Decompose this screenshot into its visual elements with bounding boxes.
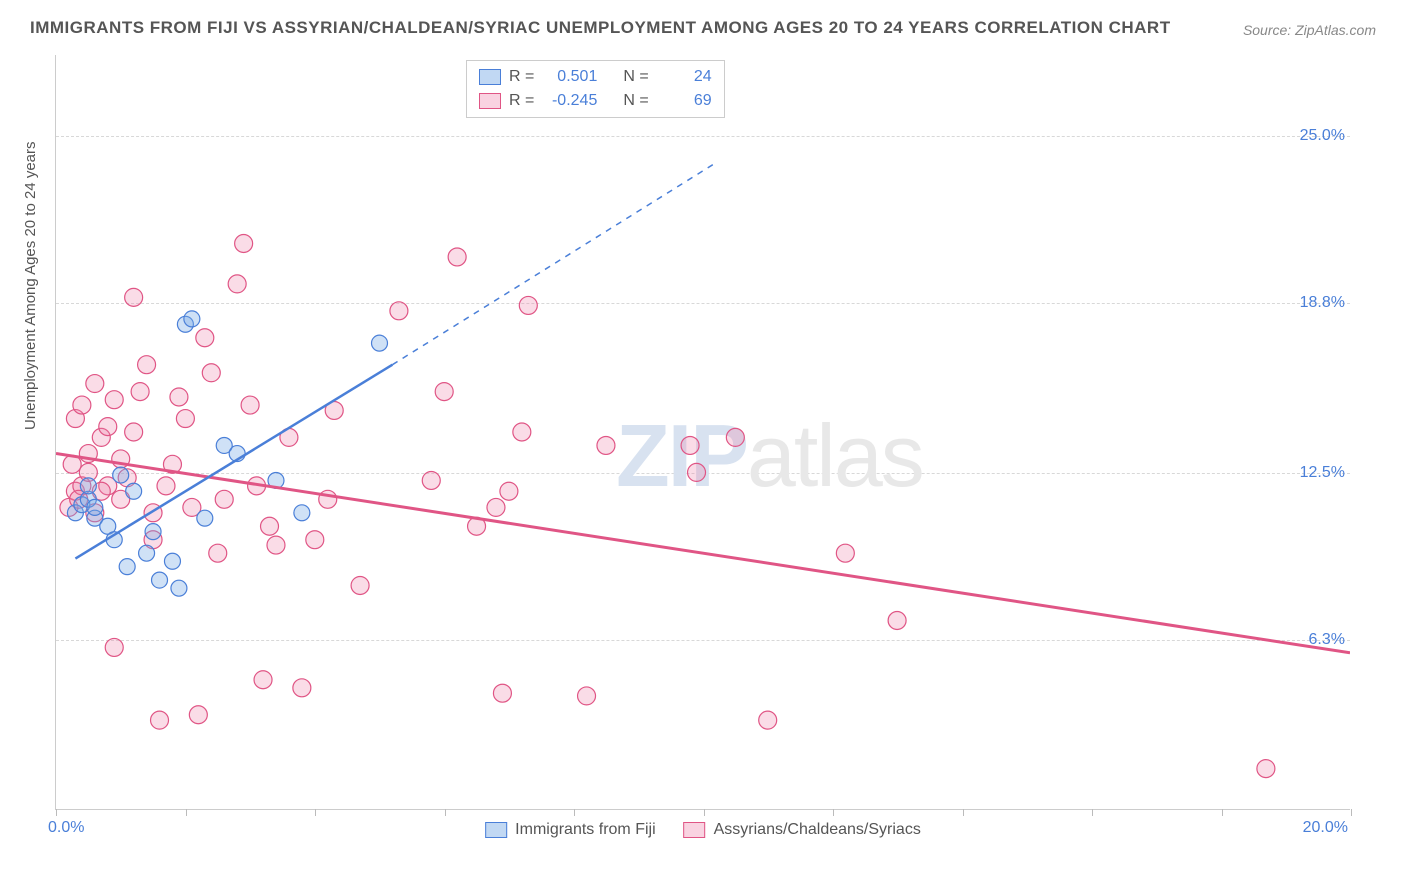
swatch-pink-icon [479,93,501,109]
swatch-blue-icon [479,69,501,85]
r-value-blue: 0.501 [542,65,597,89]
x-tick [1222,809,1223,816]
data-point [241,396,259,414]
stats-row-blue: R = 0.501 N = 24 [479,65,712,89]
legend-label-blue: Immigrants from Fiji [515,821,655,839]
n-value-blue: 24 [657,65,712,89]
chart-title: IMMIGRANTS FROM FIJI VS ASSYRIAN/CHALDEA… [30,18,1171,38]
data-point [87,499,103,515]
data-point [99,418,117,436]
data-point [422,471,440,489]
trend-line-blue-dash [392,163,716,365]
data-point [293,679,311,697]
data-point [726,428,744,446]
data-point [73,396,91,414]
x-tick [1092,809,1093,816]
data-point [493,684,511,702]
data-point [235,235,253,253]
x-tick [445,809,446,816]
stats-row-pink: R = -0.245 N = 69 [479,89,712,113]
x-tick [574,809,575,816]
swatch-blue-icon [485,822,507,838]
data-point [261,517,279,535]
n-label: N = [623,65,648,89]
data-point [1257,760,1275,778]
data-point [125,288,143,306]
data-point [126,483,142,499]
swatch-pink-icon [684,822,706,838]
data-point [267,536,285,554]
legend-label-pink: Assyrians/Chaldeans/Syriacs [714,821,921,839]
data-point [688,463,706,481]
data-point [372,335,388,351]
data-point [836,544,854,562]
data-point [578,687,596,705]
x-tick [56,809,57,816]
x-tick [833,809,834,816]
x-tick [315,809,316,816]
n-label: N = [623,89,648,113]
data-point [131,383,149,401]
legend-item-pink: Assyrians/Chaldeans/Syriacs [684,821,921,839]
data-point [139,545,155,561]
data-point [513,423,531,441]
series-legend: Immigrants from Fiji Assyrians/Chaldeans… [485,821,921,839]
data-point [171,580,187,596]
data-point [202,364,220,382]
data-point [209,544,227,562]
x-tick [704,809,705,816]
x-tick [1351,809,1352,816]
data-point [170,388,188,406]
data-point [176,410,194,428]
r-value-pink: -0.245 [542,89,597,113]
data-point [390,302,408,320]
data-point [125,423,143,441]
source-label: Source: ZipAtlas.com [1243,22,1376,38]
stats-legend: R = 0.501 N = 24 R = -0.245 N = 69 [466,60,725,118]
data-point [80,478,96,494]
data-point [189,706,207,724]
data-point [228,275,246,293]
data-point [152,572,168,588]
data-point [254,671,272,689]
data-point [119,559,135,575]
x-axis-max-label: 20.0% [1303,819,1348,837]
data-point [448,248,466,266]
data-point [759,711,777,729]
data-point [86,375,104,393]
data-point [294,505,310,521]
data-point [681,436,699,454]
data-point [519,296,537,314]
data-point [487,498,505,516]
data-point [500,482,518,500]
trend-line-pink [56,454,1350,653]
data-point [164,553,180,569]
chart-area: ZIPatlas R = 0.501 N = 24 R = -0.245 N =… [55,55,1350,810]
r-label: R = [509,65,534,89]
plot-svg [56,55,1350,809]
data-point [196,329,214,347]
data-point [215,490,233,508]
data-point [151,711,169,729]
data-point [597,436,615,454]
data-point [351,577,369,595]
data-point [113,467,129,483]
data-point [197,510,213,526]
data-point [105,638,123,656]
data-point [184,311,200,327]
n-value-pink: 69 [657,89,712,113]
x-axis-min-label: 0.0% [48,819,84,837]
x-tick [963,809,964,816]
y-axis-label: Unemployment Among Ages 20 to 24 years [22,141,39,430]
data-point [435,383,453,401]
data-point [157,477,175,495]
x-tick [186,809,187,816]
data-point [888,612,906,630]
r-label: R = [509,89,534,113]
data-point [145,524,161,540]
data-point [306,531,324,549]
data-point [138,356,156,374]
legend-item-blue: Immigrants from Fiji [485,821,655,839]
data-point [105,391,123,409]
